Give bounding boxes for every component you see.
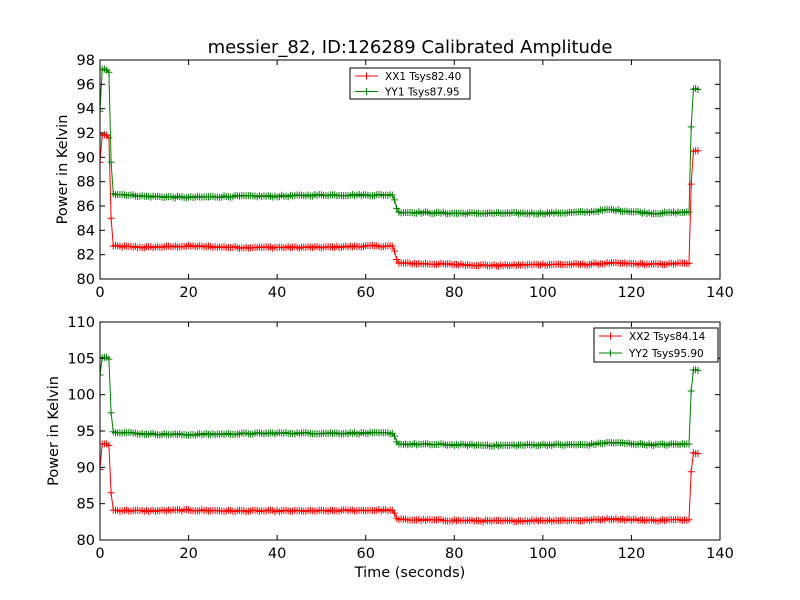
legend-entry-label: YY1 Tsys87.95 [384, 87, 460, 99]
series-line [100, 356, 699, 447]
x-tick-label: 40 [268, 285, 286, 301]
y-tick-label: 96 [77, 77, 95, 93]
series-markers [100, 131, 702, 270]
y-tick-label: 94 [77, 102, 95, 118]
legend: XX1 Tsys82.40 YY1 Tsys87.95 [349, 67, 471, 100]
y-tick-label: 90 [77, 150, 95, 166]
y-tick-label: 95 [77, 424, 95, 440]
y-tick-label: 90 [77, 460, 95, 476]
x-tick-label: 80 [445, 285, 463, 301]
legend-entry-label: XX2 Tsys84.14 [629, 331, 706, 343]
series-xx1 [100, 131, 702, 270]
x-tick-label: 140 [706, 285, 734, 301]
x-tick-label: 60 [356, 546, 374, 562]
legend-marker [607, 332, 614, 340]
legend-frame [593, 327, 719, 363]
x-tick-label: 100 [529, 546, 557, 562]
y-tick-label: 92 [77, 126, 95, 142]
legend-marker [363, 88, 370, 95]
legend-entry-label: XX1 Tsys82.40 [385, 71, 461, 83]
x-tick-label: 60 [356, 285, 374, 301]
y-tick-label: 98 [77, 53, 95, 69]
y-tick-label: 110 [67, 315, 95, 331]
y-tick-label: 105 [67, 351, 95, 367]
y-tick-label: 100 [67, 388, 95, 404]
x-axis-label: Time (seconds) [354, 565, 466, 581]
y-tick-label: 82 [77, 248, 95, 264]
x-tick-label: 100 [529, 285, 557, 301]
y-tick-label: 80 [77, 272, 95, 288]
x-tick-label: 20 [179, 285, 197, 301]
series-markers [100, 353, 702, 450]
x-tick-label: 20 [179, 546, 197, 562]
legend-entry-label: YY2 Tsys95.90 [628, 348, 704, 360]
bottom-subplot: 0 20 40 60 80 100 120 140 80 85 90 95 100 105 110 Power… [46, 315, 734, 581]
series-markers [100, 65, 702, 218]
y-tick-label: 86 [77, 199, 95, 215]
legend-marker [607, 349, 614, 357]
y-tick-label: 80 [77, 533, 95, 549]
x-tick-label: 120 [618, 285, 646, 301]
top-subplot: 0 20 40 60 80 100 120 140 80 82 84 86 88 90 92 94 96 98 Po… [55, 53, 734, 301]
legend-marker [363, 72, 370, 80]
x-tick-label: 120 [618, 546, 646, 562]
y-tick-label: 85 [77, 497, 95, 513]
x-tick-label: 40 [268, 546, 286, 562]
series-markers [100, 440, 702, 526]
y-axis-label: Power in Kelvin [55, 115, 71, 225]
x-tick-label: 80 [445, 546, 463, 562]
x-tick-label: 140 [706, 546, 734, 562]
legend: XX2 Tsys84.14 YY2 Tsys95.90 [593, 327, 719, 363]
series-yy2 [100, 353, 702, 450]
y-tick-label: 88 [77, 175, 95, 191]
series-xx2 [100, 440, 702, 526]
figure-title: messier_82, ID:126289 Calibrated Amplitu… [208, 37, 613, 58]
x-tick-label: 0 [95, 285, 104, 301]
legend-frame [349, 67, 471, 100]
x-tick-label: 0 [95, 546, 104, 562]
y-axis-label: Power in Kelvin [46, 376, 62, 486]
axes-frame [99, 59, 721, 280]
series-yy1 [100, 65, 702, 218]
y-tick-label: 84 [77, 223, 95, 239]
